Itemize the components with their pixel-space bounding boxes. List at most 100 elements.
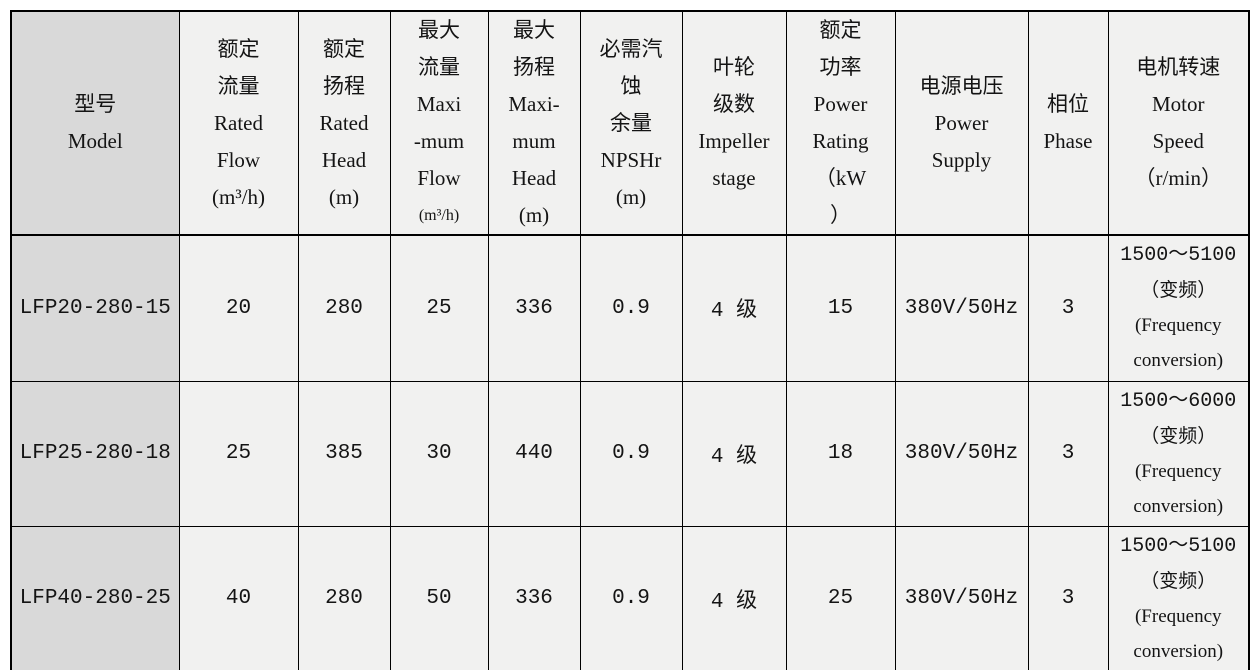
header-line: Impeller xyxy=(698,129,770,153)
header-cell-model: 型号 Model xyxy=(10,10,180,236)
header-line: 相位 xyxy=(1047,92,1089,116)
header-line: stage xyxy=(712,166,756,190)
cell-impeller-stage: 4 级 xyxy=(681,380,787,527)
cell-max-flow: 30 xyxy=(389,380,489,527)
table-header: 型号 Model 额定 流量 Rated Flow (m³/h) 额定 扬程 R… xyxy=(10,10,1250,236)
header-line: 额定 xyxy=(323,36,365,61)
cell-power-rating: 15 xyxy=(785,234,896,382)
cell-npshr: 0.9 xyxy=(579,234,683,382)
header-line: Supply xyxy=(931,147,992,172)
cell-power-rating: 18 xyxy=(785,380,896,527)
header-line: Power xyxy=(813,92,868,116)
header-line: 叶轮 xyxy=(713,55,755,79)
cell-power-supply: 380V/50Hz xyxy=(894,525,1029,670)
motor-speed-note-en2: conversion) xyxy=(1133,350,1224,372)
cell-rated-flow: 20 xyxy=(178,234,299,382)
motor-speed-note-en2: conversion) xyxy=(1133,640,1224,662)
header-line: 扬程 xyxy=(513,55,555,79)
table-row: LFP20-280-15 20 280 25 336 0.9 4 级 15 38… xyxy=(10,234,1250,382)
cell-motor-speed: 1500～5100 （变频） (Frequency conversion) xyxy=(1107,234,1250,382)
header-line: 最大 xyxy=(418,18,460,42)
cell-phase: 3 xyxy=(1027,525,1109,670)
header-line: Head xyxy=(511,166,557,190)
header-line: 电源电压 xyxy=(919,73,1004,98)
cell-rated-head: 280 xyxy=(297,525,391,670)
cell-phase: 3 xyxy=(1027,234,1109,382)
cell-model: LFP40-280-25 xyxy=(10,525,180,670)
cell-model: LFP25-280-18 xyxy=(10,380,180,527)
motor-speed-note-cn: （变频） xyxy=(1140,280,1217,302)
cell-impeller-stage: 4 级 xyxy=(681,525,787,670)
table-row: LFP25-280-18 25 385 30 440 0.9 4 级 18 38… xyxy=(10,380,1250,527)
cell-phase: 3 xyxy=(1027,380,1109,527)
table-body: LFP20-280-15 20 280 25 336 0.9 4 级 15 38… xyxy=(10,234,1250,670)
header-line: Maxi xyxy=(416,92,462,116)
header-cell-power-rating: 额定 功率 Power Rating （kW ） xyxy=(785,10,896,236)
header-cell-npshr: 必需汽 蚀 余量 NPSHr (m) xyxy=(579,10,683,236)
header-line: 余量 xyxy=(610,110,652,135)
header-cell-rated-head: 额定 扬程 Rated Head (m) xyxy=(297,10,391,236)
cell-model: LFP20-280-15 xyxy=(10,234,180,382)
header-line: Rated xyxy=(319,110,369,135)
cell-max-flow: 25 xyxy=(389,234,489,382)
motor-speed-note-cn: （变频） xyxy=(1140,570,1217,592)
cell-power-supply: 380V/50Hz xyxy=(894,234,1029,382)
header-line: (m) xyxy=(615,184,647,209)
header-cell-max-head: 最大 扬程 Maxi- mum Head (m) xyxy=(487,10,581,236)
header-line: (m³/h) xyxy=(418,207,460,224)
header-line: 蚀 xyxy=(620,73,642,98)
cell-rated-head: 385 xyxy=(297,380,391,527)
cell-npshr: 0.9 xyxy=(579,380,683,527)
header-line: Maxi- xyxy=(508,92,560,116)
header-line: Speed xyxy=(1152,129,1204,153)
table-row: LFP40-280-25 40 280 50 336 0.9 4 级 25 38… xyxy=(10,525,1250,670)
header-cell-rated-flow: 额定 流量 Rated Flow (m³/h) xyxy=(178,10,299,236)
header-line: 电机转速 xyxy=(1136,55,1221,79)
header-cell-max-flow: 最大 流量 Maxi -mum Flow (m³/h) xyxy=(389,10,489,236)
header-line: mum xyxy=(512,129,556,153)
header-cell-power-supply: 电源电压 Power Supply xyxy=(894,10,1029,236)
header-line: Rated xyxy=(214,110,263,135)
motor-speed-note-en2: conversion) xyxy=(1133,495,1224,517)
header-line: Rating xyxy=(812,129,869,153)
pump-specs-table: 型号 Model 额定 流量 Rated Flow (m³/h) 额定 扬程 R… xyxy=(10,10,1250,670)
header-line: Power xyxy=(934,110,989,135)
cell-motor-speed: 1500～5100 （变频） (Frequency conversion) xyxy=(1107,525,1250,670)
motor-speed-note-en1: (Frequency xyxy=(1134,315,1222,337)
cell-max-flow: 50 xyxy=(389,525,489,670)
cell-power-rating: 25 xyxy=(785,525,896,670)
motor-speed-note-cn: （变频） xyxy=(1140,425,1217,447)
header-line: Flow xyxy=(216,147,261,172)
header-line: 流量 xyxy=(418,55,460,79)
header-line: 最大 xyxy=(513,18,555,42)
header-line: (m) xyxy=(328,184,360,209)
header-line: (m³/h) xyxy=(212,184,265,209)
header-line: NPSHr xyxy=(600,147,662,172)
header-line: 扬程 xyxy=(323,73,365,98)
header-line: ） xyxy=(830,203,851,227)
header-line: Phase xyxy=(1043,129,1093,153)
header-line: 必需汽 xyxy=(599,36,663,61)
motor-speed-range: 1500～5100 xyxy=(1120,244,1237,268)
header-line: -mum xyxy=(413,129,465,153)
header-cell-impeller-stage: 叶轮 级数 Impeller stage xyxy=(681,10,787,236)
header-line: 额定 xyxy=(217,36,260,61)
header-line: Model xyxy=(67,129,123,153)
motor-speed-note-en1: (Frequency xyxy=(1134,605,1222,627)
header-row: 型号 Model 额定 流量 Rated Flow (m³/h) 额定 扬程 R… xyxy=(10,10,1250,236)
header-line: Flow xyxy=(417,166,461,190)
cell-rated-flow: 40 xyxy=(178,525,299,670)
header-line: （kW xyxy=(814,166,867,190)
cell-motor-speed: 1500～6000 （变频） (Frequency conversion) xyxy=(1107,380,1250,527)
cell-max-head: 336 xyxy=(487,525,581,670)
motor-speed-range: 1500～6000 xyxy=(1120,389,1237,413)
header-line: 流量 xyxy=(217,73,260,98)
cell-power-supply: 380V/50Hz xyxy=(894,380,1029,527)
header-line: 型号 xyxy=(74,92,117,116)
header-line: Head xyxy=(321,147,367,172)
header-line: （r/min） xyxy=(1134,166,1223,190)
header-line: 额定 xyxy=(819,18,862,42)
header-line: (m) xyxy=(518,203,550,227)
header-line: 功率 xyxy=(819,55,862,79)
